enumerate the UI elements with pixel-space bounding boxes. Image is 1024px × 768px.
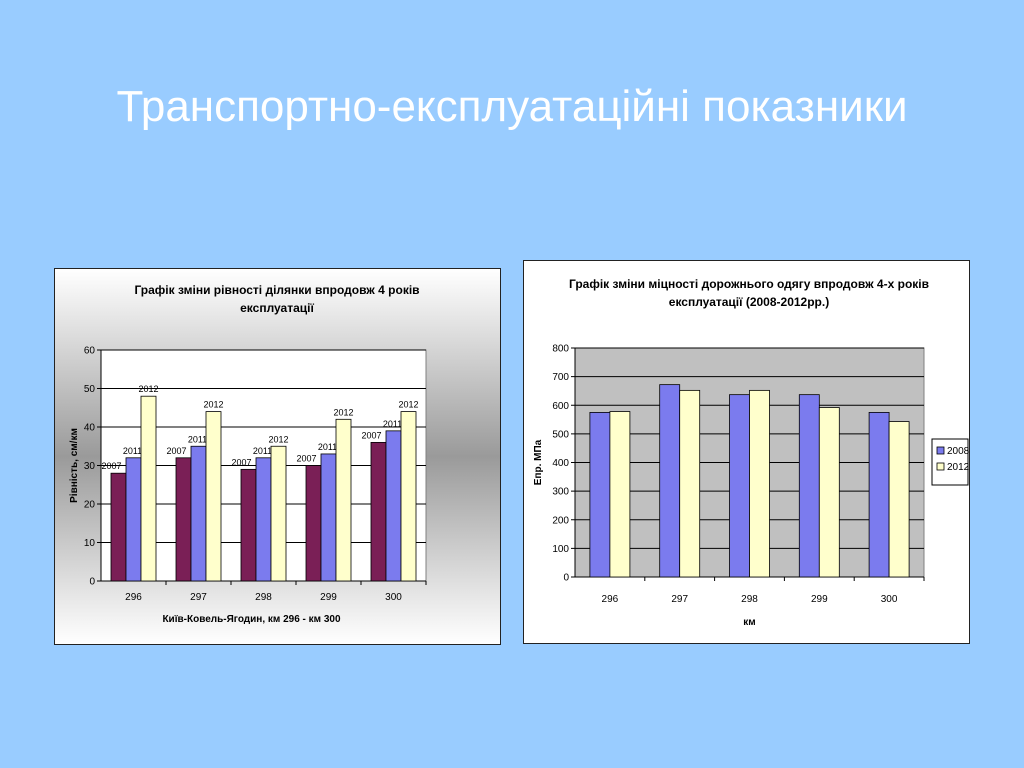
bar-2007-298 xyxy=(240,468,257,582)
x-tick-label: 296 xyxy=(602,594,619,605)
y-tick-label: 60 xyxy=(84,346,96,357)
y-tick-label: 40 xyxy=(84,423,96,434)
legend-label: 2008 xyxy=(947,446,969,457)
chart-title-line: Графік зміни міцності дорожнього одягу в… xyxy=(569,277,929,291)
x-tick-label: 300 xyxy=(881,594,898,605)
y-tick-label: 10 xyxy=(84,538,96,549)
x-tick-label: 299 xyxy=(811,594,828,605)
x-tick-label: 300 xyxy=(385,592,402,603)
evenness-chart: Графік зміни рівності ділянки впродовж 4… xyxy=(54,268,501,645)
bar-2012-297 xyxy=(205,411,222,582)
x-tick-label: 298 xyxy=(255,592,272,603)
bar-2012-299 xyxy=(818,407,840,578)
bar-2007-299 xyxy=(305,465,322,582)
bar-2011-297 xyxy=(190,445,207,582)
bar-2012-300 xyxy=(888,421,910,578)
bar-series-label: 2012 xyxy=(138,384,158,394)
y-tick-label: 200 xyxy=(552,515,569,526)
bar-series-label: 2007 xyxy=(361,430,381,440)
x-axis-label: км xyxy=(743,617,755,628)
chart-title-line: експлуатації xyxy=(240,301,314,315)
y-tick-label: 300 xyxy=(552,487,569,498)
bar-series-label: 2011 xyxy=(383,419,402,429)
bar-2007-296 xyxy=(110,472,127,582)
bar-2012-299 xyxy=(335,418,352,582)
legend-swatch xyxy=(936,446,945,455)
chart-title-line: експлуатації (2008-2012рр.) xyxy=(669,295,829,309)
y-tick-label: 50 xyxy=(84,384,96,395)
y-axis-label: Епр. МПа xyxy=(533,439,544,485)
bar-2008-300 xyxy=(868,412,890,578)
bar-2012-296 xyxy=(140,395,157,582)
y-tick-label: 700 xyxy=(552,372,569,383)
bar-2012-300 xyxy=(400,411,417,582)
bar-2011-296 xyxy=(125,457,142,582)
y-tick-label: 600 xyxy=(552,401,569,412)
bar-2007-300 xyxy=(370,441,387,582)
bar-series-label: 2012 xyxy=(333,407,353,417)
bar-series-label: 2012 xyxy=(268,434,288,444)
x-tick-label: 297 xyxy=(190,592,207,603)
x-axis-label: Київ-Ковель-Ягодин, км 296 - км 300 xyxy=(162,614,341,625)
bar-2008-299 xyxy=(798,394,820,578)
strength-chart-svg: Графік зміни міцності дорожнього одягу в… xyxy=(533,277,969,628)
bar-2012-298 xyxy=(270,445,287,582)
bar-series-label: 2012 xyxy=(203,400,223,410)
y-tick-label: 100 xyxy=(552,544,569,555)
bar-series-label: 2007 xyxy=(296,454,316,464)
y-axis-label: Рівність, см/км xyxy=(69,428,80,503)
bar-series-label: 2011 xyxy=(123,446,142,456)
strength-chart: Графік зміни міцності дорожнього одягу в… xyxy=(523,260,970,644)
bar-2007-297 xyxy=(175,457,192,582)
legend-swatch xyxy=(936,462,945,471)
chart-title-line: Графік зміни рівності ділянки впродовж 4… xyxy=(134,283,419,297)
y-tick-label: 800 xyxy=(552,344,569,355)
bar-2008-297 xyxy=(659,384,681,578)
bar-series-label: 2011 xyxy=(253,446,272,456)
bar-series-label: 2007 xyxy=(101,461,121,471)
bar-series-label: 2007 xyxy=(231,457,251,467)
y-tick-label: 500 xyxy=(552,429,569,440)
bar-series-label: 2011 xyxy=(318,442,337,452)
slide-title: Транспортно-експлуатаційні показники xyxy=(116,82,908,131)
evenness-chart-svg: Графік зміни рівності ділянки впродовж 4… xyxy=(69,283,427,625)
bar-series-label: 2012 xyxy=(398,400,418,410)
y-tick-label: 0 xyxy=(563,573,569,584)
x-tick-label: 298 xyxy=(741,594,758,605)
legend-label: 2012 xyxy=(947,462,969,473)
y-tick-label: 20 xyxy=(84,500,96,511)
bar-2012-297 xyxy=(679,389,701,578)
bar-2011-298 xyxy=(255,457,272,582)
bar-series-label: 2007 xyxy=(166,446,186,456)
x-tick-label: 296 xyxy=(125,592,142,603)
y-tick-label: 0 xyxy=(89,577,95,588)
bar-series-label: 2011 xyxy=(188,434,207,444)
bar-2012-298 xyxy=(749,389,770,578)
x-tick-label: 299 xyxy=(320,592,337,603)
x-tick-label: 297 xyxy=(671,594,688,605)
y-tick-label: 400 xyxy=(552,458,569,469)
bar-2008-296 xyxy=(589,412,611,578)
y-tick-label: 30 xyxy=(84,461,96,472)
bar-2011-299 xyxy=(320,453,337,582)
bar-2011-300 xyxy=(385,430,402,582)
bar-2008-298 xyxy=(729,394,750,578)
bar-2012-296 xyxy=(609,411,631,578)
